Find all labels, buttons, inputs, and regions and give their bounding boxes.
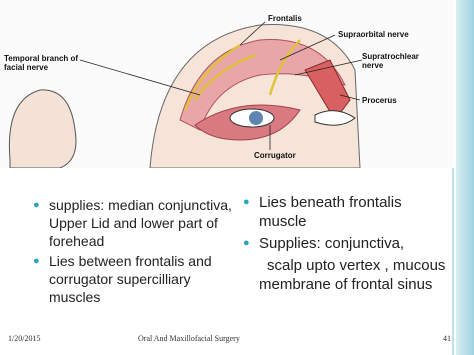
bullet-item: ● Supplies: conjunctiva, [243,235,405,252]
ear [8,89,77,168]
figure-label: Procerus [362,96,397,105]
footer-page: 41 [443,334,451,343]
frontalis-muscle [179,39,346,131]
bullet-item: ● Lies beneath frontalis muscle [243,194,402,230]
procerus-muscle [304,59,351,121]
figure-label: Temporal branch of facial nerve [4,54,79,72]
figure-label: Frontalis [268,14,302,23]
left-column: ● supplies: median conjunctiva, Upper Lid… [33,196,233,306]
eye-right [314,110,356,126]
bullet-item: ● Lies between frontalis and corrugator s… [33,253,212,305]
anatomy-figure [0,0,455,168]
figure-label: Supratrochlear nerve [362,52,419,70]
side-rule [452,0,454,355]
footer-title: Oral And Maxillofacial Surgery [138,334,240,343]
figure-label: Corrugator [254,151,296,160]
leader-lines [79,21,363,150]
bullet-text: supplies: median conjunctiva, Upper Lid … [49,197,232,249]
figure-label: Supraorbital nerve [338,30,409,39]
bullet-text: Supplies: conjunctiva, [259,235,405,252]
side-band [456,0,474,355]
footer-date: 1/20/2015 [8,334,41,343]
bullet-text: Lies between frontalis and corrugator su… [49,253,212,305]
iris [249,111,263,125]
bullet-item: ● supplies: median conjunctiva, Upper Lid… [33,197,232,249]
continuation-text: scalp upto vertex , mucous membrane of f… [259,257,446,293]
right-column: ● Lies beneath frontalis muscle ● Supplies… [243,193,453,294]
bullet-text: Lies beneath frontalis muscle [259,194,402,230]
